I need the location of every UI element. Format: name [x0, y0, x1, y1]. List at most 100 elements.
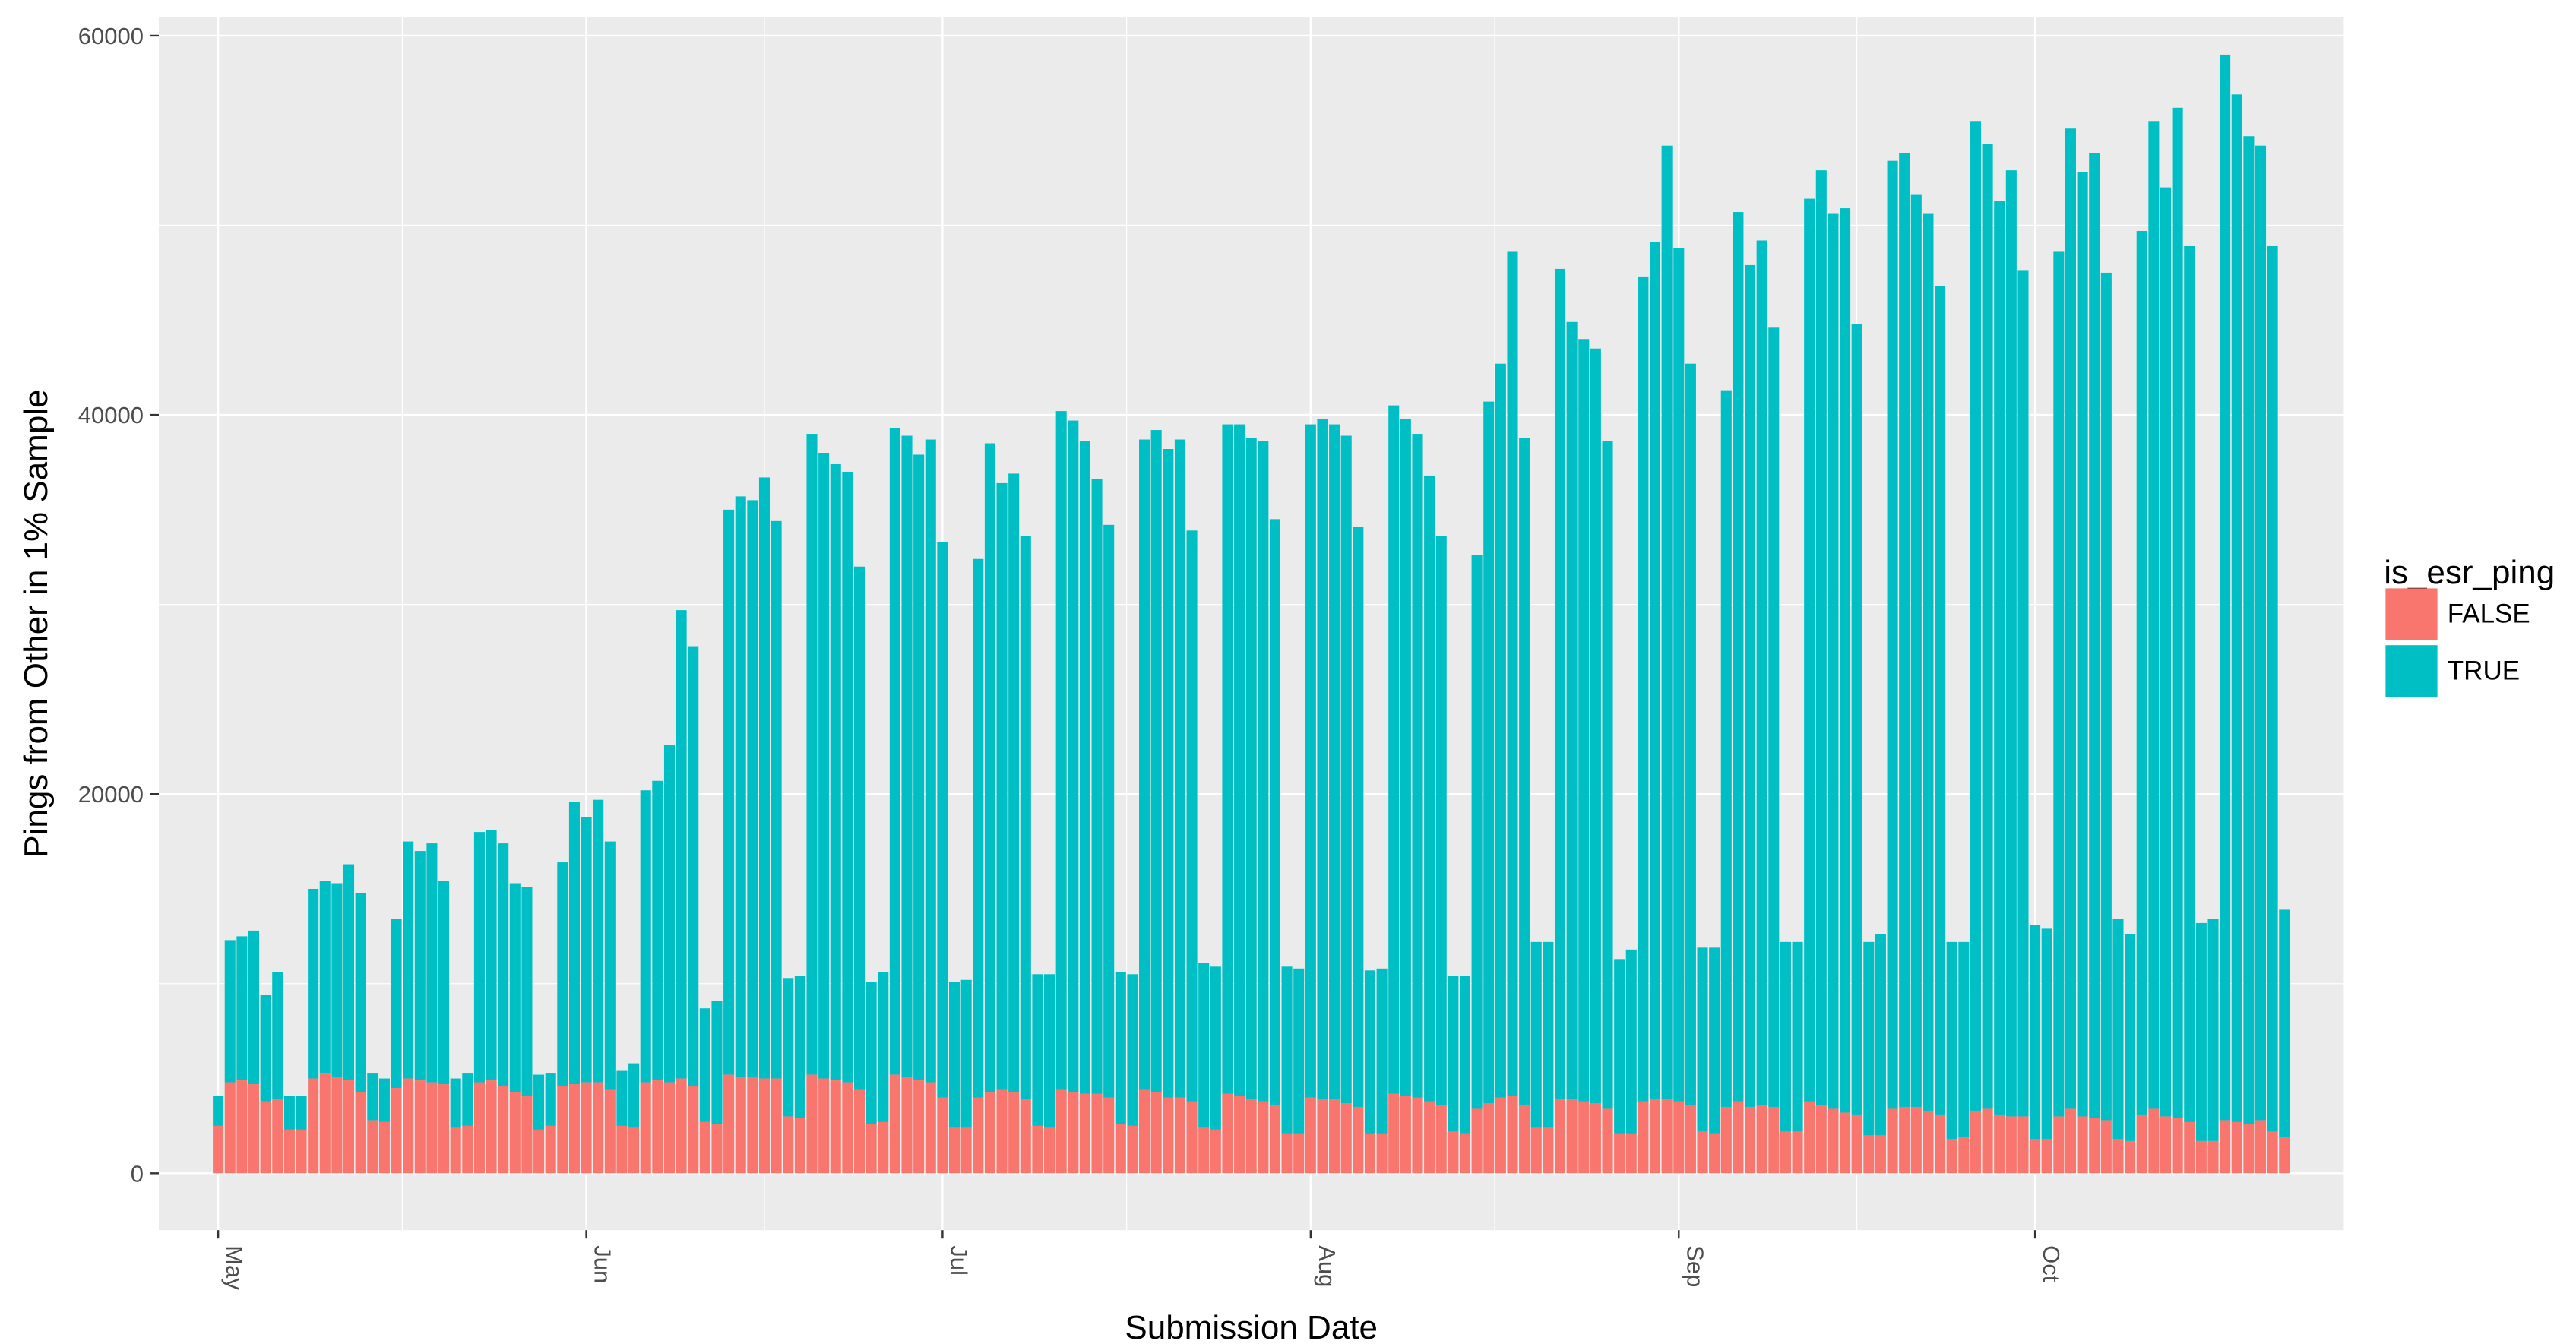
bar-true — [2148, 121, 2160, 1109]
bar-false — [1828, 1108, 1839, 1174]
bar-true — [1530, 941, 1542, 1128]
bar-true — [1495, 363, 1506, 1098]
bar-true — [568, 802, 580, 1085]
bar-true — [1412, 434, 1423, 1098]
bar-false — [1768, 1106, 1780, 1174]
bar-false — [1150, 1092, 1162, 1174]
bar-false — [1840, 1112, 1851, 1174]
bar-true — [735, 496, 746, 1077]
x-tick-label: Jul — [945, 1245, 972, 1276]
bar-true — [1851, 324, 1862, 1115]
bar-true — [676, 610, 687, 1079]
bar-false — [2136, 1114, 2147, 1174]
bar-true — [1186, 530, 1198, 1102]
x-tick-label: Oct — [2038, 1245, 2065, 1282]
bar-true — [355, 892, 366, 1093]
bar-false — [1115, 1124, 1126, 1174]
bar-false — [1756, 1105, 1767, 1174]
bar-true — [213, 1096, 224, 1126]
bar-false — [1127, 1125, 1138, 1174]
x-axis-title: Submission Date — [1125, 1309, 1378, 1340]
bar-false — [1317, 1099, 1328, 1174]
bar-false — [1353, 1106, 1364, 1174]
bar-true — [853, 566, 866, 1090]
bar-false — [593, 1082, 604, 1174]
bar-true — [1649, 242, 1661, 1100]
bar-true — [1733, 212, 1744, 1102]
bar-false — [1329, 1099, 1340, 1174]
bar-false — [1424, 1101, 1435, 1174]
bar-false — [308, 1078, 319, 1174]
bar-true — [283, 1096, 295, 1130]
bar-false — [2243, 1124, 2255, 1174]
bar-false — [616, 1125, 628, 1174]
bars — [213, 54, 2290, 1174]
bar-false — [283, 1129, 295, 1174]
bar-true — [960, 979, 972, 1128]
bar-false — [1935, 1114, 1946, 1174]
bar-false — [1815, 1105, 1827, 1174]
bar-true — [1828, 213, 1839, 1109]
bar-false — [676, 1078, 687, 1174]
bar-true — [1044, 974, 1055, 1128]
bar-false — [1020, 1099, 1031, 1174]
bar-true — [711, 1001, 723, 1124]
bar-false — [1887, 1108, 1898, 1174]
bar-false — [1946, 1139, 1957, 1174]
bar-true — [1685, 363, 1696, 1105]
bar-false — [853, 1089, 866, 1174]
bar-false — [1910, 1106, 1922, 1174]
bar-false — [343, 1080, 355, 1174]
bar-false — [2125, 1140, 2136, 1174]
bar-true — [1340, 435, 1352, 1103]
y-tick-label: 60000 — [78, 23, 144, 49]
bar-false — [663, 1082, 676, 1174]
bar-false — [1638, 1101, 1649, 1174]
bar-true — [1578, 339, 1590, 1102]
bar-false — [296, 1129, 307, 1174]
bar-false — [1174, 1097, 1185, 1174]
bar-true — [878, 972, 889, 1122]
bar-true — [1946, 941, 1957, 1140]
bar-true — [2195, 922, 2207, 1141]
y-tick-label: 0 — [131, 1160, 144, 1187]
bar-true — [1293, 968, 1305, 1134]
bar-false — [1068, 1092, 1079, 1174]
bar-false — [1055, 1089, 1067, 1174]
bar-true — [948, 982, 960, 1128]
bar-true — [688, 646, 699, 1086]
bar-false — [973, 1097, 984, 1174]
bar-false — [842, 1082, 853, 1174]
bar-true — [2017, 270, 2029, 1117]
legend-label-false: FALSE — [2448, 599, 2530, 629]
bar-true — [248, 930, 260, 1085]
bar-true — [1364, 970, 1376, 1134]
bar-false — [213, 1125, 224, 1174]
bar-true — [545, 1073, 556, 1126]
bar-true — [1804, 198, 1815, 1102]
bar-false — [355, 1092, 366, 1174]
bar-true — [462, 1073, 473, 1126]
bar-false — [925, 1082, 936, 1174]
bar-true — [1863, 941, 1875, 1136]
bar-true — [901, 435, 913, 1077]
bar-false — [2172, 1118, 2183, 1174]
bar-false — [1091, 1093, 1103, 1174]
bar-true — [1720, 390, 1732, 1107]
bar-false — [2089, 1118, 2100, 1174]
bar-true — [2041, 928, 2052, 1140]
bar-false — [533, 1129, 545, 1174]
bar-false — [545, 1125, 556, 1174]
bar-true — [224, 940, 236, 1083]
bar-false — [2053, 1116, 2065, 1174]
bar-true — [652, 780, 663, 1081]
bar-true — [1875, 934, 1886, 1136]
bar-true — [1103, 524, 1115, 1098]
bar-true — [2089, 153, 2100, 1118]
legend: is_esr_ping FALSE TRUE — [2384, 554, 2555, 697]
bar-true — [1376, 968, 1388, 1134]
bar-true — [367, 1073, 378, 1121]
bar-false — [1649, 1099, 1661, 1174]
bar-true — [593, 799, 604, 1083]
